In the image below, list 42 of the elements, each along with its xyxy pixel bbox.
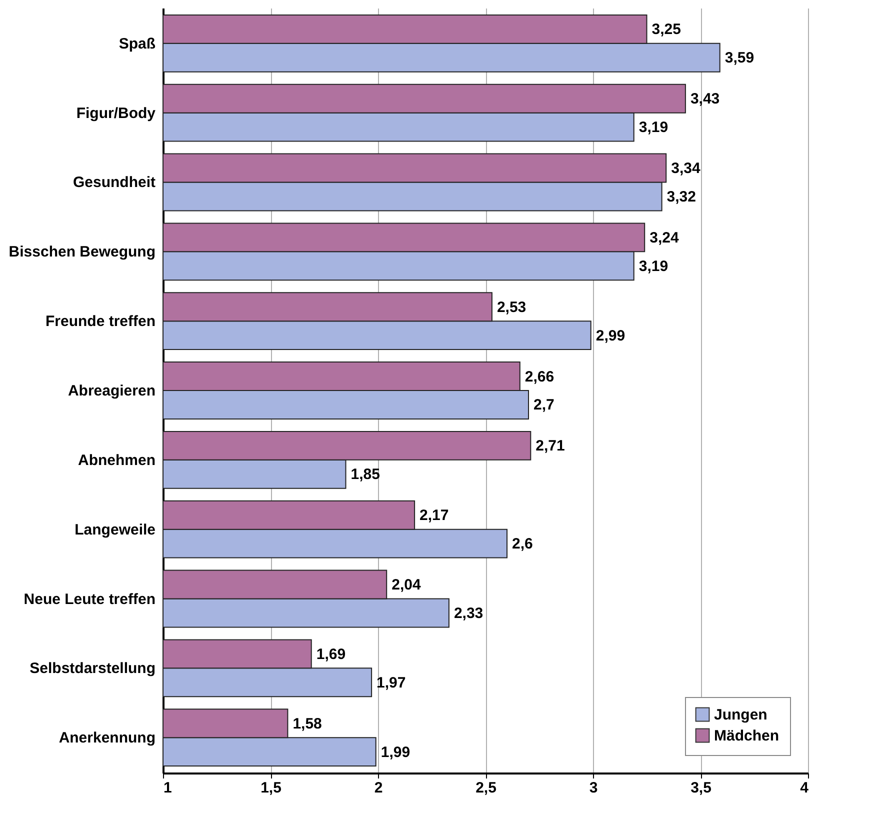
y-tick-label: Langeweile [74, 521, 156, 538]
y-tick-label: Gesundheit [72, 174, 156, 192]
x-tick-label: 4 [800, 780, 810, 796]
data-label: 2,7 [534, 396, 554, 414]
data-label: 3,25 [652, 21, 681, 38]
data-label: 1,85 [350, 466, 380, 484]
y-tick-label: Abnehmen [78, 452, 156, 469]
y-tick-label: Abreagieren [68, 382, 156, 400]
y-tick-label: Neue Leute treffen [24, 590, 156, 608]
y-tick-label: Anerkennung [58, 730, 156, 747]
y-tick-label: Bisschen Bewegung [8, 244, 156, 261]
data-label: 2,71 [536, 438, 565, 455]
data-label: 3,43 [690, 90, 720, 108]
y-tick-label: Figur/Body [76, 104, 156, 122]
x-tick-label: 2,5 [476, 780, 496, 796]
data-label: 2,04 [392, 576, 422, 594]
y-tick-label: Selbstdarstellung [30, 660, 156, 678]
data-label: 2,6 [512, 536, 533, 553]
data-label: 2,53 [496, 298, 526, 316]
data-label: 1,58 [292, 715, 322, 732]
data-label: 1,97 [376, 674, 406, 692]
data-label: 1,69 [316, 646, 346, 663]
data-label: 2,33 [454, 604, 484, 622]
y-tick-label: Freunde treffen [45, 313, 156, 330]
legend-label: Mädchen [714, 728, 780, 744]
legend-label: Jungen [714, 706, 768, 724]
data-label: 2,99 [596, 327, 626, 344]
data-label: 3,19 [638, 119, 668, 136]
x-tick-label: 1 [164, 780, 172, 796]
data-label: 2,17 [420, 507, 449, 524]
x-tick-label: 2 [374, 780, 383, 796]
x-tick-label: 1,5 [260, 780, 282, 796]
data-label: 2,66 [524, 368, 554, 386]
x-tick-label: 3 [589, 780, 598, 796]
data-label: 3,59 [724, 50, 754, 67]
y-tick-label: Spaß [118, 35, 156, 52]
data-label: 3,24 [650, 229, 680, 246]
data-label: 3,32 [666, 188, 696, 206]
x-tick-label: 3,5 [690, 780, 712, 796]
data-label: 3,19 [638, 258, 668, 275]
data-label: 3,34 [671, 160, 701, 178]
data-label: 1,99 [380, 744, 410, 761]
